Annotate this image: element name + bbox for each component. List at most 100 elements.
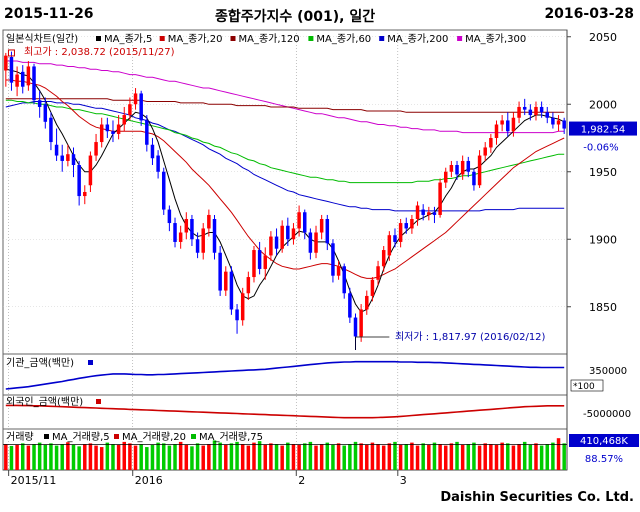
candle-up bbox=[128, 104, 132, 116]
legend-swatch bbox=[379, 36, 385, 41]
volume-bar bbox=[353, 441, 358, 470]
candle-down bbox=[60, 155, 64, 161]
candle-up bbox=[336, 266, 341, 276]
volume-bar bbox=[432, 442, 437, 470]
candle-up bbox=[365, 295, 369, 310]
candle-down bbox=[348, 293, 352, 318]
volume-bar bbox=[370, 442, 375, 470]
candle-up bbox=[381, 250, 386, 267]
ma200-line bbox=[5, 101, 565, 212]
volume-bar bbox=[308, 441, 313, 470]
volume-bar bbox=[257, 441, 262, 470]
candle-down bbox=[37, 100, 42, 107]
volume-bar bbox=[128, 443, 132, 470]
legend-label: MA_종가,120 bbox=[239, 33, 300, 45]
volume-bar bbox=[365, 444, 369, 470]
low-annotation: 최저가 : 1,817.97 (2016/02/12) bbox=[395, 331, 546, 343]
candle-down bbox=[522, 106, 527, 110]
candle-up bbox=[449, 165, 454, 172]
volume-bar bbox=[20, 443, 25, 470]
candle-up bbox=[99, 124, 104, 143]
volume-bar bbox=[133, 445, 138, 470]
candle-up bbox=[122, 115, 127, 125]
volume-bar bbox=[472, 442, 476, 470]
candle-up bbox=[263, 255, 268, 269]
volume-value-box bbox=[569, 434, 639, 447]
candle-down bbox=[161, 171, 166, 210]
volume-bar bbox=[4, 444, 8, 470]
candle-down bbox=[551, 117, 555, 125]
volume-bar bbox=[466, 444, 471, 470]
candle-up bbox=[83, 192, 87, 197]
candle-up bbox=[240, 293, 245, 321]
legend-swatch bbox=[191, 434, 196, 439]
volume-bar bbox=[77, 446, 81, 470]
candle-down bbox=[150, 144, 155, 159]
volume-bar bbox=[49, 443, 53, 470]
price-tick-label: 1850 bbox=[589, 301, 617, 314]
volume-bar bbox=[201, 445, 205, 470]
end-date: 2016-03-28 bbox=[544, 6, 634, 22]
last-price-value: 1,982.54 bbox=[581, 125, 626, 136]
candle-up bbox=[178, 232, 183, 242]
volume-bar bbox=[83, 444, 87, 470]
candle-up bbox=[319, 219, 324, 233]
candle-up bbox=[88, 155, 93, 186]
candle-down bbox=[43, 104, 48, 122]
candle-up bbox=[427, 212, 431, 215]
candle-up bbox=[133, 93, 138, 105]
x-tick-label: 2 bbox=[298, 474, 305, 487]
volume-bar bbox=[522, 441, 527, 470]
volume-bar bbox=[235, 441, 239, 470]
institution-unit: *100 bbox=[573, 382, 595, 392]
foreign-panel bbox=[2, 394, 568, 430]
footer: Daishin Securities Co. Ltd. bbox=[0, 486, 640, 512]
legend-swatch bbox=[457, 36, 463, 41]
high-marker bbox=[7, 49, 15, 57]
candle-down bbox=[195, 239, 200, 253]
candle-down bbox=[257, 250, 262, 269]
volume-bar bbox=[195, 443, 200, 470]
volume-bar bbox=[398, 444, 403, 470]
institution-title: 기관_금액(백만) bbox=[6, 357, 74, 369]
volume-bar bbox=[99, 447, 104, 470]
volume-bar bbox=[111, 444, 115, 470]
volume-bar bbox=[297, 444, 301, 470]
volume-bar bbox=[263, 444, 268, 470]
candle-up bbox=[477, 155, 482, 186]
volume-bar bbox=[66, 442, 70, 470]
candle-down bbox=[139, 93, 143, 121]
volume-bar bbox=[150, 444, 155, 470]
volume-bar bbox=[252, 442, 256, 470]
volume-bar bbox=[348, 444, 352, 470]
candle-up bbox=[297, 212, 301, 229]
volume-bar bbox=[477, 445, 482, 470]
candle-up bbox=[280, 225, 284, 249]
volume-bar bbox=[173, 444, 177, 470]
volume-bar bbox=[551, 442, 555, 470]
volume-bar bbox=[483, 443, 487, 470]
volume-bar bbox=[274, 444, 279, 470]
candle-down bbox=[545, 112, 550, 118]
candle-down bbox=[308, 232, 313, 253]
volume-bar bbox=[122, 441, 127, 470]
candle-down bbox=[325, 219, 330, 244]
candle-up bbox=[460, 160, 465, 175]
candle-down bbox=[156, 155, 160, 172]
legend-label: MA_종가,60 bbox=[316, 33, 371, 45]
candle-up bbox=[252, 250, 256, 278]
x-tick-label: 2015/11 bbox=[11, 474, 57, 487]
volume-bar bbox=[269, 443, 273, 470]
volume-bar bbox=[302, 443, 307, 470]
candle-down bbox=[286, 225, 290, 240]
unit-box bbox=[570, 379, 604, 392]
candle-down bbox=[111, 131, 115, 134]
volume-bar bbox=[286, 442, 290, 470]
legend-swatch bbox=[88, 360, 93, 365]
candle-up bbox=[517, 106, 521, 118]
volume-bar bbox=[105, 442, 110, 470]
volume-bar bbox=[325, 442, 330, 470]
volume-bar bbox=[224, 444, 228, 470]
candle-down bbox=[421, 209, 425, 215]
